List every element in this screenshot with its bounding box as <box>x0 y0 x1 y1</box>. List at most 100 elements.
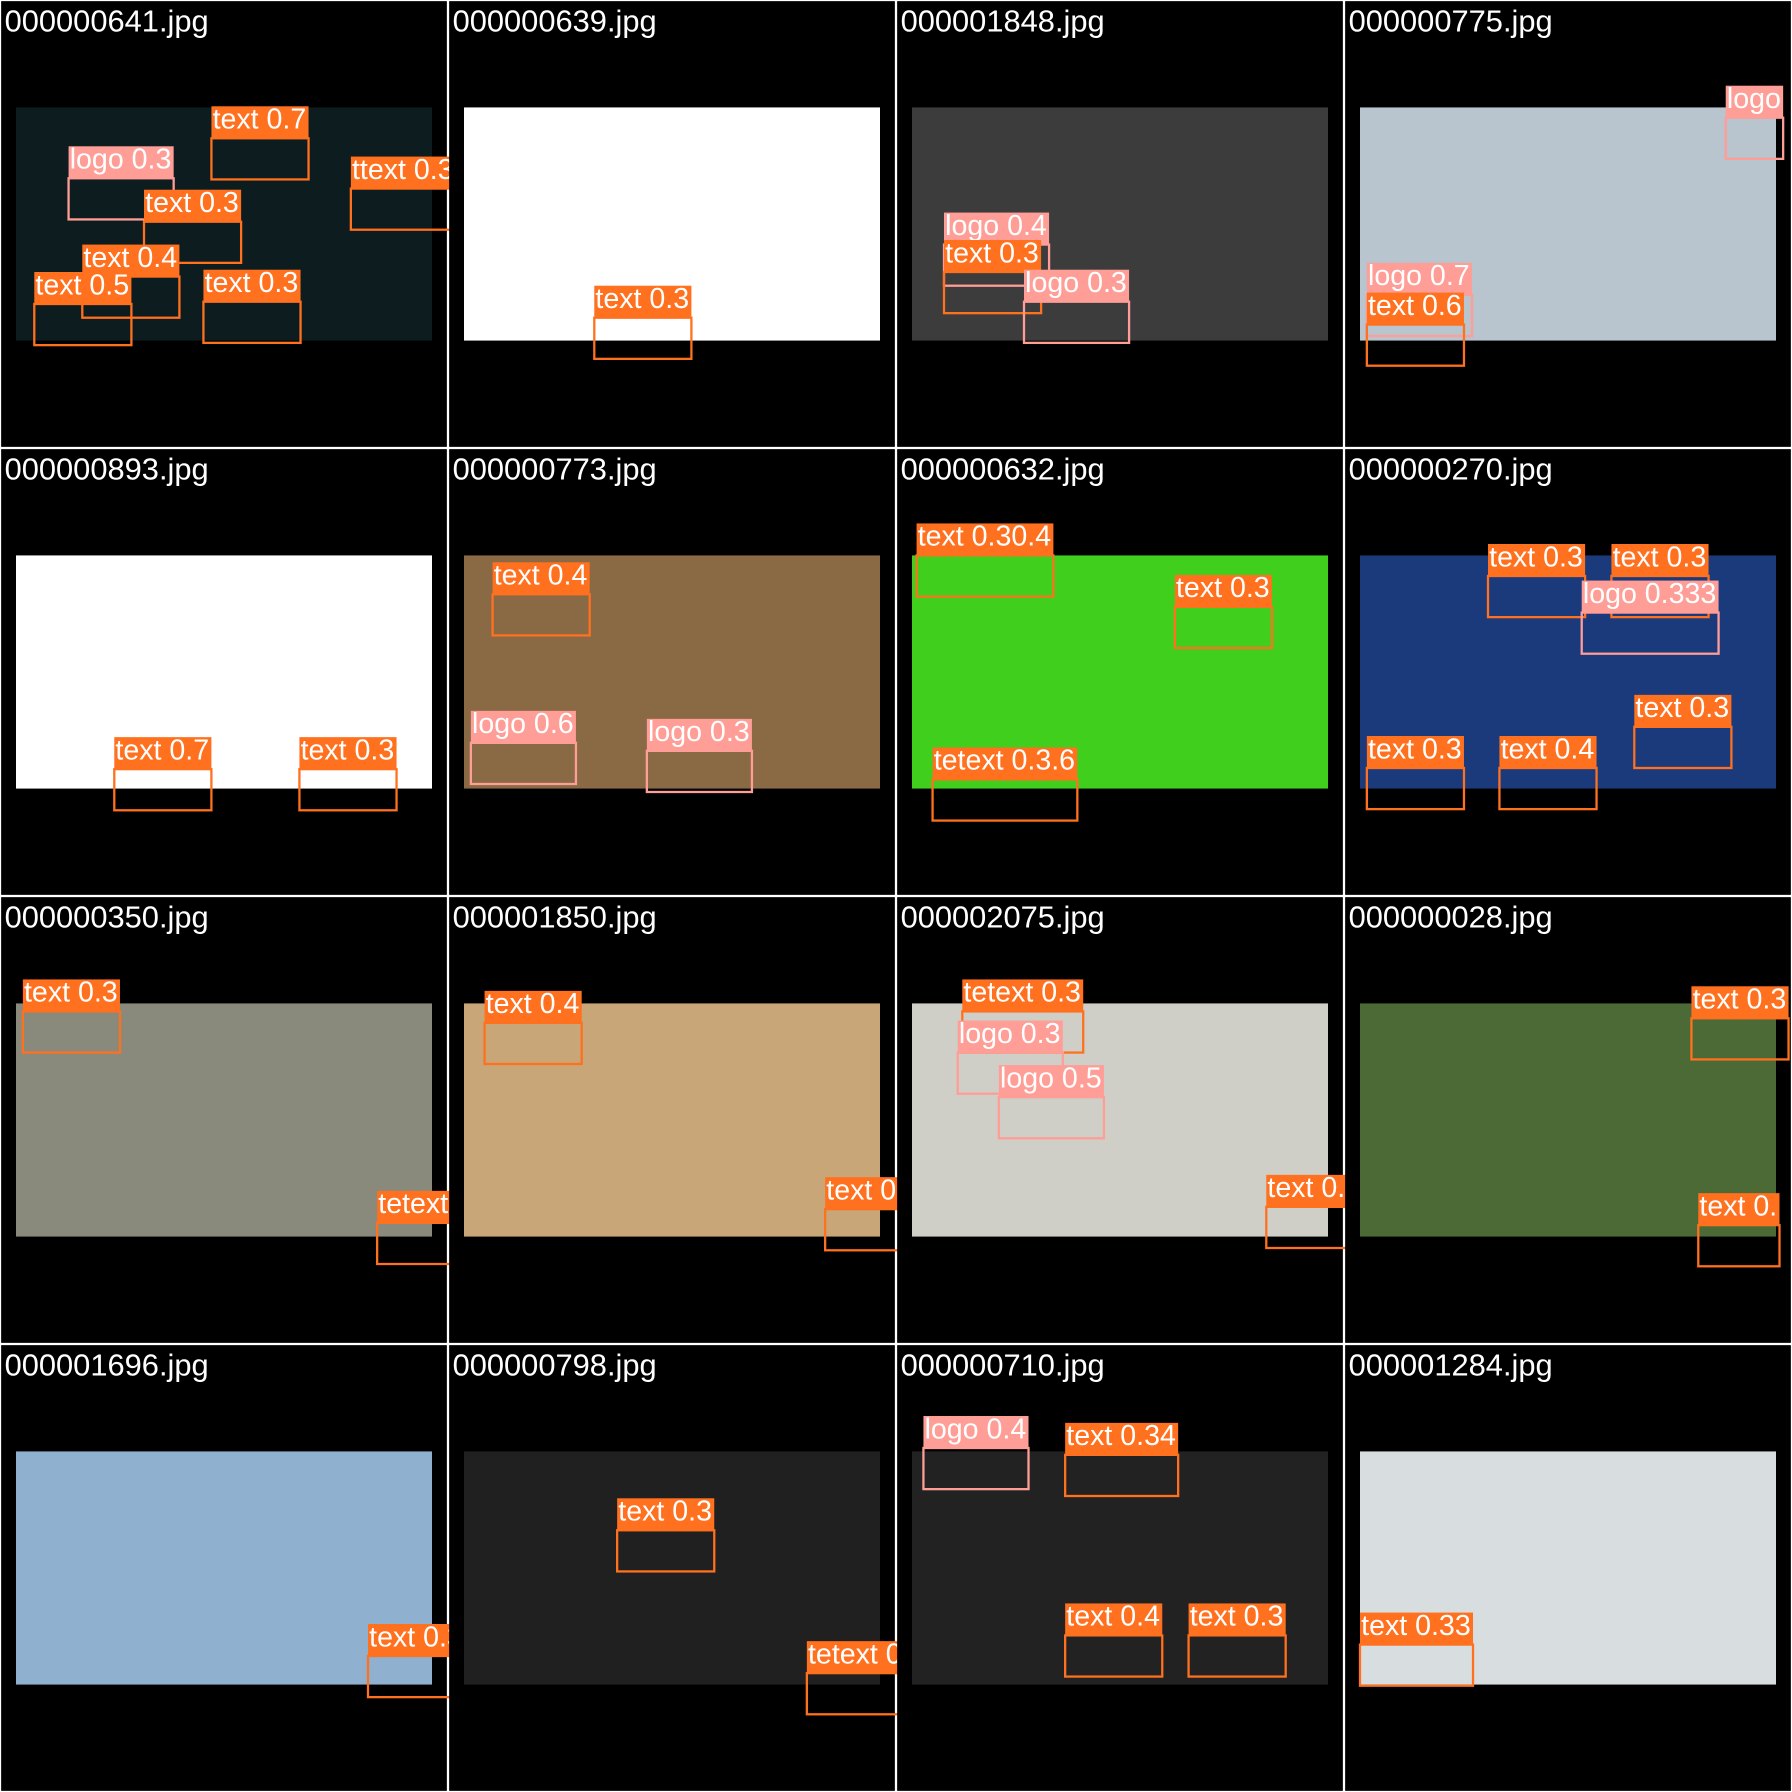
label-background <box>68 146 174 179</box>
bounding-box <box>210 137 310 181</box>
detection-label: text 0. <box>1699 1190 1777 1222</box>
detection-label: text 0.4 <box>486 988 580 1020</box>
tile: 000000710.jpg logo 0.4 text 0.34 text 0.4 te… <box>897 1345 1343 1791</box>
label-background <box>617 1498 715 1531</box>
detection-label: text 0.3 <box>1489 541 1583 573</box>
detection-label: logo 0.3 <box>70 144 172 176</box>
detection-label: text 0.7 <box>115 734 209 766</box>
label-background <box>1024 269 1130 302</box>
image <box>1360 1451 1776 1685</box>
detection-label: text 0.3 <box>618 1496 712 1528</box>
detection-label: text 0.4 <box>1501 733 1595 765</box>
label-background <box>1698 1193 1780 1226</box>
label-background <box>1488 544 1586 576</box>
filename: 000000270.jpg <box>1349 452 1553 487</box>
detection-label: logo 0.3 <box>1025 267 1127 299</box>
filename: 000002075.jpg <box>901 900 1105 935</box>
detection-label: text 0.33 <box>1361 1610 1471 1642</box>
detection-label: text 0.3 <box>1176 572 1270 604</box>
tile: 000000893.jpg text 0.7 text 0.3 <box>1 449 447 895</box>
detection-label: logo <box>1727 83 1781 115</box>
tile: 000000639.jpg text 0.3 <box>449 1 895 447</box>
filename: 000000710.jpg <box>901 1348 1105 1383</box>
image <box>16 107 432 341</box>
label-background <box>82 244 180 277</box>
detection-label: text 0.3 <box>595 283 689 315</box>
label-background <box>1611 544 1709 576</box>
label-background <box>1065 1422 1179 1455</box>
detection-label: ttext 0.3 <box>352 154 454 186</box>
detection-label: text 0.3 <box>369 1621 463 1653</box>
label-background <box>492 562 590 595</box>
filename: 000001696.jpg <box>5 1348 209 1383</box>
label-background <box>350 156 456 189</box>
detection-label: logo 0.4 <box>945 210 1047 242</box>
filename: 000000350.jpg <box>5 900 209 935</box>
detection-label: text 0.34 <box>1066 1420 1176 1452</box>
tile: 000000641.jpg text 0.7 logo 0.3 ttext 0.3 te… <box>1 1 458 447</box>
filename: 000000028.jpg <box>1349 900 1553 935</box>
filename: 000000639.jpg <box>453 4 657 39</box>
label-background <box>957 1020 1063 1053</box>
detection-label: text 0.3 <box>1190 1601 1284 1633</box>
detection-label: text 0.3 <box>24 977 118 1009</box>
detection-label: text 0.4 <box>494 560 588 592</box>
filename: 000000632.jpg <box>901 452 1105 487</box>
detection-label: text 0.3 <box>1693 984 1787 1016</box>
image <box>912 1451 1328 1685</box>
detection-label: logo 0.3 <box>959 1018 1061 1050</box>
detection-label: text 0.3 <box>1613 541 1707 573</box>
image <box>464 1003 880 1237</box>
detection-label: text 0.30.4 <box>918 521 1051 553</box>
detection-label: text 0.3 <box>1368 733 1462 765</box>
label-background <box>1581 580 1719 613</box>
label-background <box>1725 85 1784 118</box>
tile: 000000632.jpg text 0.30.4 text 0.3 tetext 0… <box>897 449 1343 895</box>
label-background <box>916 523 1054 556</box>
detection-label: text 0.3 <box>145 187 239 219</box>
filename: 000000773.jpg <box>453 452 657 487</box>
detection-label: text 0.5 <box>35 269 129 301</box>
label-background <box>470 710 576 743</box>
filename: 000000641.jpg <box>5 4 209 39</box>
label-background <box>1065 1603 1163 1636</box>
filename: 000001284.jpg <box>1349 1348 1553 1383</box>
label-background <box>368 1624 466 1656</box>
detection-label: text 0.3 <box>205 267 299 299</box>
detection-label: text 0.3 <box>1635 692 1729 724</box>
label-background <box>1174 574 1272 607</box>
image <box>16 1451 432 1685</box>
label-background <box>1691 986 1789 1019</box>
label-background <box>211 106 309 139</box>
label-background <box>1366 292 1464 325</box>
detection-label: logo 0.6 <box>472 708 574 740</box>
label-background <box>1366 262 1472 295</box>
label-background <box>1360 1612 1474 1645</box>
detection-label: text 0.4 <box>83 242 177 274</box>
label-background <box>594 285 692 318</box>
detection-label: text 0.3 <box>945 237 1039 269</box>
label-background <box>144 189 242 222</box>
label-background <box>1499 736 1597 768</box>
detection-label: logo 0.7 <box>1368 260 1470 292</box>
label-background <box>998 1065 1104 1098</box>
label-background <box>944 240 1042 272</box>
label-background <box>932 747 1078 780</box>
label-background <box>34 272 132 304</box>
label-background <box>1634 694 1732 727</box>
detection-label: tetext 0.3 <box>963 977 1081 1009</box>
detection-label: logo 0.333 <box>1583 578 1716 610</box>
detection-label: tetext 0.3.6 <box>934 745 1075 777</box>
label-background <box>484 990 582 1023</box>
detection-label: logo 0.3 <box>648 716 750 748</box>
label-background <box>299 737 397 770</box>
